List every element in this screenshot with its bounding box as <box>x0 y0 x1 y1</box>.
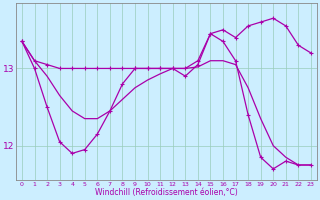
X-axis label: Windchill (Refroidissement éolien,°C): Windchill (Refroidissement éolien,°C) <box>95 188 238 197</box>
